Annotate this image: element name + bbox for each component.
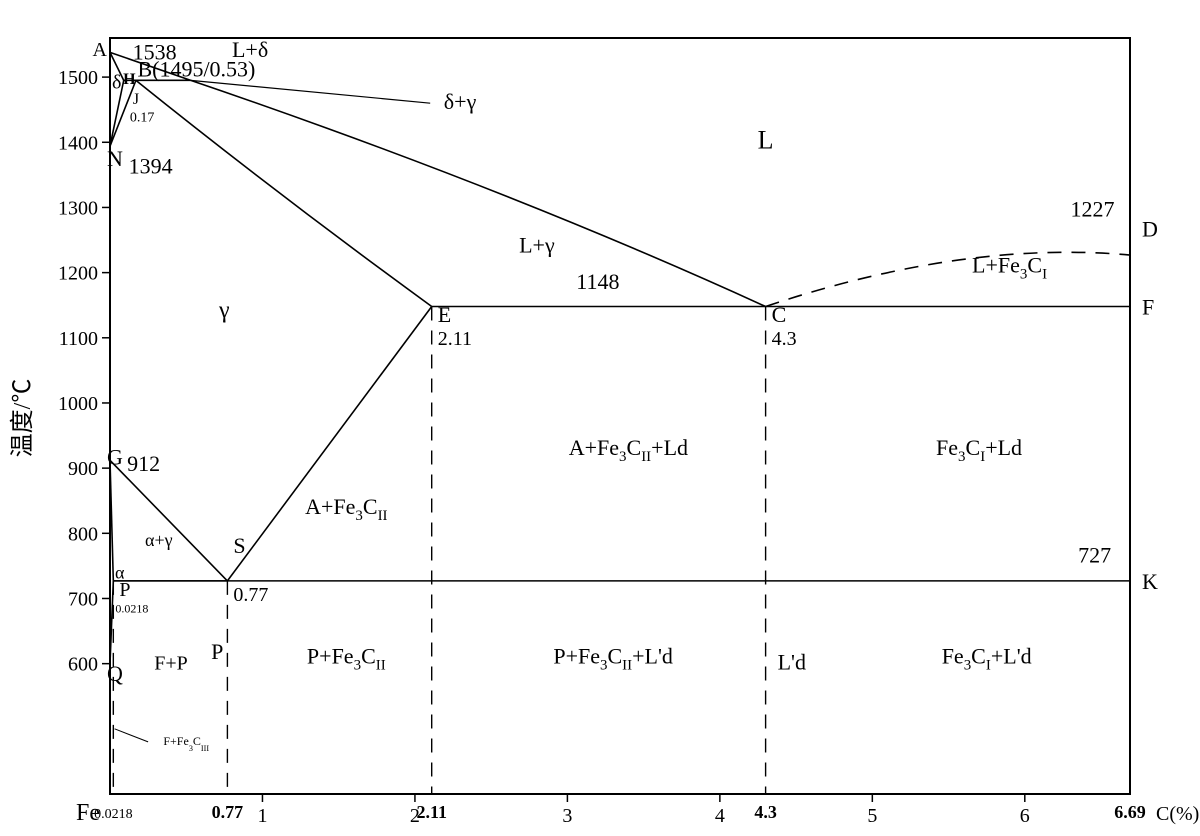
svg-text:A: A — [93, 39, 108, 61]
svg-text:5: 5 — [867, 805, 877, 827]
region-label: A+Fe3CII+Ld — [569, 435, 688, 465]
svg-text:G: G — [107, 444, 123, 469]
svg-text:1100: 1100 — [59, 328, 98, 350]
phase-curve — [136, 80, 432, 306]
svg-text:4: 4 — [715, 805, 725, 827]
region-label: A+Fe3CII — [305, 494, 387, 524]
svg-text:0.77: 0.77 — [233, 584, 268, 606]
svg-text:L+γ: L+γ — [519, 233, 555, 258]
region-label: Fe3CI+Ld — [936, 435, 1022, 465]
svg-text:Q: Q — [107, 661, 123, 686]
region-label: Fe3CI+L'd — [942, 644, 1032, 674]
svg-text:δ+γ: δ+γ — [444, 89, 477, 114]
svg-text:J: J — [133, 91, 139, 108]
svg-text:0.0218: 0.0218 — [94, 807, 133, 822]
svg-text:δ: δ — [112, 71, 121, 93]
svg-text:3: 3 — [562, 805, 572, 827]
svg-text:6: 6 — [1020, 805, 1030, 827]
plot-border — [110, 38, 1130, 794]
svg-text:P: P — [211, 639, 223, 664]
svg-text:K: K — [1142, 569, 1158, 594]
svg-text:600: 600 — [68, 654, 98, 676]
svg-text:4.3: 4.3 — [754, 802, 777, 822]
phase-curve — [766, 252, 1130, 306]
region-label: P+Fe3CII — [307, 644, 386, 674]
svg-text:2.11: 2.11 — [438, 328, 472, 350]
region-label: F+Fe3CIII — [163, 734, 209, 753]
svg-text:B(1495/0.53): B(1495/0.53) — [137, 57, 255, 82]
region-label: P+Fe3CII+L'd — [553, 644, 673, 674]
svg-text:4.3: 4.3 — [772, 328, 797, 350]
svg-text:2.11: 2.11 — [416, 802, 447, 822]
svg-text:6.69: 6.69 — [1114, 802, 1146, 822]
svg-text:1000: 1000 — [58, 393, 98, 415]
svg-text:1200: 1200 — [58, 263, 98, 285]
svg-text:1227: 1227 — [1071, 196, 1115, 221]
svg-text:912: 912 — [127, 451, 160, 476]
svg-text:0.0218: 0.0218 — [115, 601, 148, 615]
svg-text:γ: γ — [218, 298, 230, 324]
svg-text:727: 727 — [1078, 543, 1111, 568]
svg-text:0.17: 0.17 — [130, 111, 155, 126]
svg-text:C(%): C(%) — [1156, 803, 1199, 825]
svg-text:N: N — [107, 146, 123, 171]
svg-text:900: 900 — [68, 458, 98, 480]
svg-text:1400: 1400 — [58, 132, 98, 154]
svg-text:F: F — [1142, 295, 1154, 320]
svg-text:α+γ: α+γ — [145, 530, 173, 550]
svg-text:L'd: L'd — [778, 650, 806, 675]
svg-text:1394: 1394 — [129, 153, 173, 178]
phase-line — [191, 80, 430, 103]
y-axis-title: 温度/℃ — [9, 379, 36, 458]
svg-text:P: P — [119, 579, 130, 601]
svg-text:S: S — [233, 533, 245, 558]
phase-diagram: 600 700 800 900 1000 1100 1200 1300 1400 1500 温度/℃… — [0, 0, 1200, 836]
svg-text:L: L — [758, 125, 774, 154]
svg-text:H: H — [123, 71, 136, 88]
phase-curve — [191, 80, 766, 306]
svg-text:1300: 1300 — [58, 197, 98, 219]
phase-line — [227, 307, 431, 581]
svg-text:C: C — [772, 302, 787, 327]
svg-text:0.77: 0.77 — [212, 802, 244, 822]
svg-text:E: E — [438, 302, 451, 327]
phase-line — [110, 460, 227, 581]
svg-text:700: 700 — [68, 588, 98, 610]
svg-text:F+P: F+P — [154, 653, 188, 675]
svg-text:800: 800 — [68, 523, 98, 545]
annotation-line — [115, 729, 149, 742]
svg-text:D: D — [1142, 216, 1158, 241]
region-label: L+Fe3CI — [972, 253, 1047, 283]
svg-text:1148: 1148 — [576, 269, 619, 294]
svg-text:1: 1 — [257, 805, 267, 827]
svg-text:1500: 1500 — [58, 67, 98, 89]
